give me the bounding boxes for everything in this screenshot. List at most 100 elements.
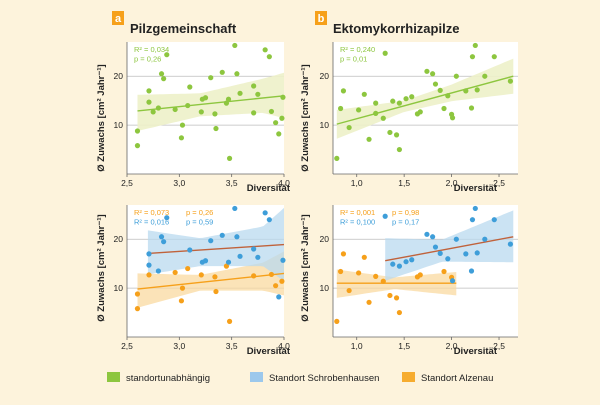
x-tick-label: 2,0 xyxy=(446,341,458,351)
data-point xyxy=(463,251,469,257)
data-point xyxy=(198,109,204,115)
data-point xyxy=(262,47,268,53)
panel-a-title: Pilzgemeinschaft xyxy=(130,21,237,36)
data-point xyxy=(469,54,476,60)
x-tick-label: 2,5 xyxy=(121,341,133,351)
data-point xyxy=(225,259,232,265)
y-tick-label: 10 xyxy=(114,120,124,130)
data-point xyxy=(212,111,218,117)
stats-label: R² = 0,034 xyxy=(134,45,169,54)
legend-swatch-blue xyxy=(250,372,263,382)
data-point xyxy=(472,42,478,49)
ylabel-a-bottom: Ø Zuwachs [cm² Jahr⁻¹] xyxy=(96,214,107,321)
data-point xyxy=(382,213,388,219)
data-point xyxy=(474,250,480,256)
data-point xyxy=(337,105,344,112)
trend-line xyxy=(336,75,514,125)
x-tick-label: 1,5 xyxy=(398,341,410,351)
data-point xyxy=(251,273,257,279)
trend-line xyxy=(147,243,285,255)
x-tick-label: 3,5 xyxy=(226,178,238,188)
data-point xyxy=(334,155,340,161)
data-point xyxy=(234,71,240,77)
data-point xyxy=(172,269,178,276)
data-point xyxy=(213,125,219,132)
data-point xyxy=(158,234,165,240)
data-point xyxy=(178,135,185,141)
data-point xyxy=(468,268,475,274)
data-point xyxy=(266,54,272,60)
data-point xyxy=(366,299,372,305)
x-tick-label: 3,5 xyxy=(226,341,238,351)
data-point xyxy=(373,273,379,279)
data-point xyxy=(208,75,214,81)
data-point xyxy=(251,83,257,89)
data-point xyxy=(366,136,372,142)
stats-label: p = 0,26 xyxy=(186,208,213,217)
data-point xyxy=(237,253,243,259)
data-point xyxy=(437,250,443,256)
data-point xyxy=(226,318,233,324)
data-point xyxy=(424,68,430,74)
stats-label: R² = 0,100 xyxy=(340,218,375,227)
data-point xyxy=(212,274,218,280)
xlabel-a-top: Diversität xyxy=(247,183,291,194)
data-point xyxy=(424,231,430,237)
data-point xyxy=(219,232,225,238)
data-point xyxy=(232,42,238,49)
ylabel-b-bottom: Ø Zuwachs [cm² Jahr⁻¹] xyxy=(300,214,311,321)
data-point xyxy=(396,146,403,153)
data-point xyxy=(403,259,409,265)
legend-swatch-green xyxy=(107,372,120,382)
data-point xyxy=(390,261,396,267)
data-point xyxy=(441,268,447,275)
panel-b-letter: b xyxy=(318,13,325,25)
y-tick-label: 20 xyxy=(114,234,124,244)
data-point xyxy=(232,205,238,212)
data-point xyxy=(337,268,344,275)
data-point xyxy=(449,278,456,284)
data-point xyxy=(172,106,178,113)
data-point xyxy=(273,120,279,126)
data-point xyxy=(482,236,488,242)
data-point xyxy=(237,90,243,96)
data-point xyxy=(387,292,393,299)
xlabel-a-bottom: Diversität xyxy=(247,346,291,357)
data-point xyxy=(208,238,214,244)
x-tick-label: 2,0 xyxy=(446,178,458,188)
x-tick-label: 4,0 xyxy=(278,178,290,188)
data-point xyxy=(437,87,443,93)
x-tick-label: 4,0 xyxy=(278,341,290,351)
data-point xyxy=(268,271,275,278)
stats-label: p = 0,26 xyxy=(134,55,161,64)
data-point xyxy=(445,93,451,99)
x-tick-label: 1,0 xyxy=(351,178,363,188)
data-point xyxy=(430,71,436,77)
confidence-band xyxy=(137,72,284,131)
data-point xyxy=(449,115,456,121)
panel-b-title: Ektomykorrhizapilze xyxy=(333,21,459,36)
data-point xyxy=(179,285,186,291)
x-tick-label: 1,0 xyxy=(351,341,363,351)
legend: standortunabhängig Standort Schrobenhaus… xyxy=(107,372,493,384)
data-point xyxy=(146,99,152,105)
panel-a-letter: a xyxy=(115,13,122,25)
stats-label: R² = 0,001 xyxy=(340,208,375,217)
data-point xyxy=(390,98,396,104)
confidence-band xyxy=(147,207,284,282)
data-point xyxy=(417,109,423,115)
y-tick-label: 10 xyxy=(114,283,124,293)
data-point xyxy=(280,257,286,263)
data-point xyxy=(146,262,152,268)
trend-line xyxy=(385,236,514,262)
data-point xyxy=(346,124,352,131)
data-point xyxy=(279,278,285,284)
ylabel-a-top: Ø Zuwachs [cm² Jahr⁻¹] xyxy=(96,64,107,171)
legend-swatch-orange xyxy=(402,372,415,382)
data-point xyxy=(158,71,165,77)
data-point xyxy=(251,246,257,252)
data-point xyxy=(507,78,514,84)
